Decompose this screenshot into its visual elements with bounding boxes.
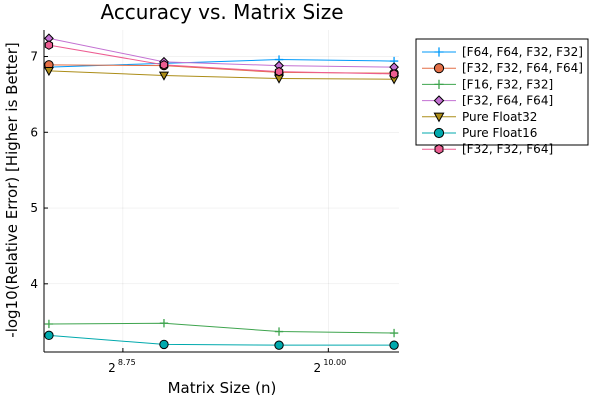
y-tick-label: 7 [30, 50, 38, 64]
data-point [274, 66, 284, 77]
data-point [159, 339, 169, 350]
legend-item: [F32, F32, F64] [422, 142, 553, 156]
legend-marker [434, 47, 444, 57]
legend-item: [F64, F64, F32, F32] [422, 45, 583, 59]
series-line [48, 70, 395, 80]
data-point [44, 319, 54, 329]
data-point [274, 340, 284, 350]
x-tick-exponent: 8.75 [118, 358, 136, 367]
legend-item: [F16, F32, F32] [422, 77, 553, 91]
legend-label: [F16, F32, F32] [462, 77, 553, 91]
y-tick-label: 4 [30, 277, 38, 291]
series-6 [44, 40, 399, 79]
legend-label: Pure Float16 [462, 126, 537, 140]
series-layer [43, 33, 400, 350]
data-point [389, 69, 399, 79]
legend-marker [433, 112, 445, 123]
series-line [48, 334, 395, 346]
legend-label: [F64, F64, F32, F32] [462, 45, 583, 59]
data-point [44, 330, 54, 341]
y-tick-label: 5 [30, 201, 38, 215]
legend-item: [F32, F32, F64, F64] [422, 61, 583, 75]
data-point [389, 340, 399, 350]
legend-marker [433, 63, 445, 74]
legend-marker [433, 95, 445, 106]
y-tick-label: 6 [30, 125, 38, 139]
series-line [48, 44, 395, 75]
series-4 [43, 67, 400, 85]
legend: [F64, F64, F32, F32] [F32, F32, F64, F64]… [415, 38, 589, 156]
x-axis-label: Matrix Size (n) [168, 379, 277, 397]
data-point [159, 60, 169, 70]
series-2 [44, 319, 399, 338]
legend-label: [F32, F64, F64] [462, 94, 553, 108]
legend-box [415, 38, 589, 146]
data-point [389, 328, 399, 338]
data-point [158, 71, 170, 81]
y-axis-label: -log10(Relative Error) [Higher is Better… [3, 42, 21, 337]
legend-item: [F32, F64, F64] [422, 94, 553, 108]
series-3 [44, 33, 399, 73]
x-tick-base: 2 [314, 361, 322, 375]
legend-item: Pure Float32 [422, 110, 537, 124]
data-point [44, 40, 54, 50]
legend-marker [434, 79, 444, 89]
legend-label: [F32, F32, F64, F64] [462, 61, 583, 75]
data-point [43, 67, 54, 77]
series-5 [44, 330, 399, 350]
grid [44, 30, 399, 352]
legend-label: [F32, F32, F64] [462, 142, 553, 156]
legend-label: Pure Float32 [462, 110, 537, 124]
series-line [48, 37, 395, 68]
data-point [274, 327, 284, 336]
series-line [48, 322, 395, 334]
x-tick-exponent: 10.00 [323, 358, 346, 367]
legend-marker [434, 144, 444, 155]
data-point [159, 319, 169, 328]
legend-item: Pure Float16 [422, 126, 537, 140]
legend-marker [433, 127, 445, 139]
x-tick-base: 2 [108, 361, 116, 375]
chart-title: Accuracy vs. Matrix Size [100, 0, 343, 24]
